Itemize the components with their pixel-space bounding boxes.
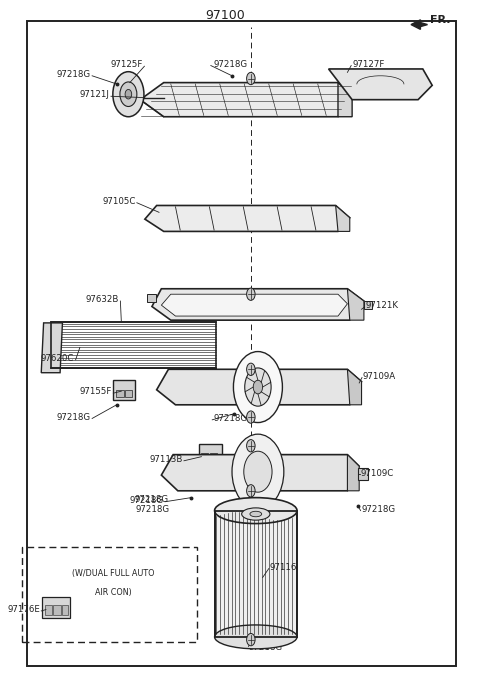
Text: 97218G: 97218G [57,70,91,79]
Text: 97218G: 97218G [134,495,168,503]
Polygon shape [338,83,352,117]
Circle shape [253,380,263,394]
Ellipse shape [215,625,297,649]
Bar [23,547,197,642]
Text: AIR CON): AIR CON) [95,588,132,597]
Circle shape [247,485,255,497]
Text: 97218G: 97218G [130,496,164,505]
Bar [358,468,368,480]
Polygon shape [348,455,359,491]
Bar [53,605,60,615]
Polygon shape [161,294,348,316]
Bar [116,390,124,397]
Text: 97109A: 97109A [363,371,396,380]
Text: 97127F: 97127F [352,60,384,68]
Polygon shape [348,369,361,405]
Circle shape [113,72,144,117]
Bar [364,301,372,309]
Text: 97125F: 97125F [110,60,143,69]
Circle shape [247,73,255,85]
Ellipse shape [241,508,270,520]
Text: 97218G: 97218G [57,412,91,421]
Bar [199,445,222,465]
Polygon shape [41,323,62,373]
Polygon shape [152,289,364,320]
Bar [45,605,52,615]
Polygon shape [336,205,350,231]
Text: 97218G: 97218G [135,505,169,514]
Circle shape [247,440,255,452]
Bar [215,510,297,637]
Bar [125,390,132,397]
Bar [62,605,68,615]
Polygon shape [156,369,361,405]
Bar [215,510,297,637]
Polygon shape [140,83,352,117]
Text: 97105C: 97105C [102,197,135,206]
Bar [210,453,217,462]
Text: (W/DUAL FULL AUTO: (W/DUAL FULL AUTO [72,569,154,578]
Circle shape [232,434,284,510]
Text: 97155F: 97155F [80,387,112,396]
Text: 97218G: 97218G [213,60,247,68]
Ellipse shape [215,498,297,523]
Polygon shape [329,69,432,100]
Text: FR.: FR. [430,15,450,25]
Text: 97218G: 97218G [213,414,247,423]
Bar [42,596,71,618]
Text: 97121K: 97121K [365,302,398,311]
Text: 97113B: 97113B [149,455,182,464]
Circle shape [125,90,132,99]
Polygon shape [411,20,428,29]
Circle shape [244,451,272,492]
Text: 97218G: 97218G [361,505,396,514]
Text: 97116: 97116 [270,563,297,572]
Bar [51,321,216,368]
Text: 97620C: 97620C [41,354,74,363]
Circle shape [247,288,255,300]
Circle shape [247,633,255,646]
Polygon shape [145,205,350,231]
Text: 97121J: 97121J [80,90,109,99]
Text: 97176E: 97176E [7,605,40,614]
Circle shape [245,368,271,406]
Bar [113,380,135,400]
Polygon shape [348,289,364,320]
Circle shape [247,363,255,376]
Circle shape [120,82,137,107]
Text: 97632B: 97632B [85,295,119,304]
Text: 97100: 97100 [205,9,245,22]
Polygon shape [161,455,359,491]
Bar [202,453,208,462]
Circle shape [247,411,255,423]
Text: 97218G: 97218G [249,644,283,653]
Ellipse shape [250,511,262,516]
Text: 97109C: 97109C [360,469,394,477]
Bar [147,294,156,302]
Circle shape [233,352,282,423]
